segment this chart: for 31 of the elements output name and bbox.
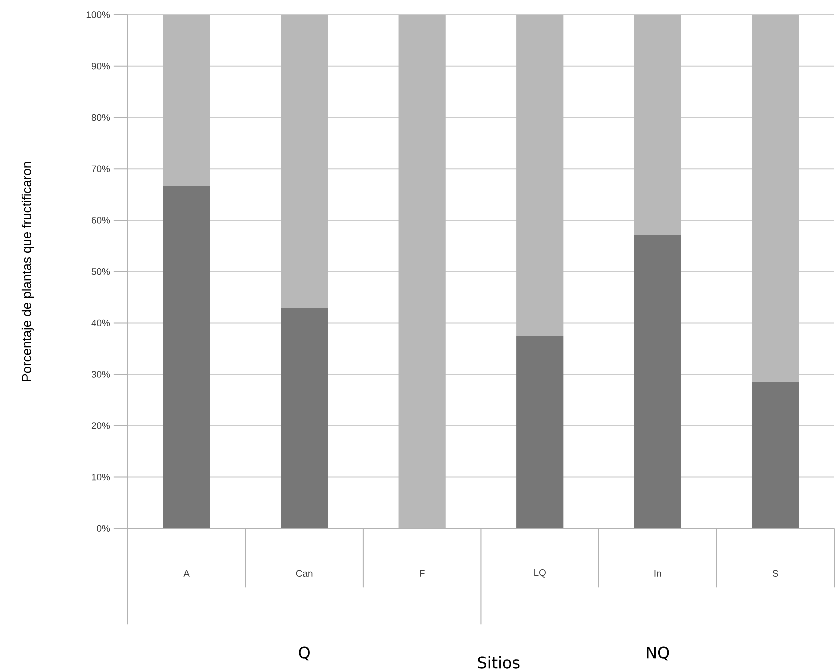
x-tick-label: In xyxy=(654,570,662,577)
x-tick-label: F xyxy=(420,570,425,577)
y-tick-label: 80% xyxy=(92,114,110,122)
bar xyxy=(634,14,682,236)
y-tick-label: 20% xyxy=(92,422,110,430)
y-tick-label: 60% xyxy=(92,217,110,224)
bar xyxy=(163,14,210,186)
x-tick-label: LQ xyxy=(534,569,546,578)
y-axis-title: Porcentaje de plantas que fructificaron xyxy=(22,162,34,382)
y-tick-label: 40% xyxy=(92,320,110,326)
x-tick-label: A xyxy=(184,570,190,577)
bar xyxy=(516,336,564,529)
y-tick-label: 70% xyxy=(92,166,110,172)
y-tick-label: 90% xyxy=(92,62,110,70)
bar xyxy=(752,382,800,529)
bar xyxy=(281,308,328,529)
bar xyxy=(752,14,800,382)
x-tick-label: Can xyxy=(296,570,313,577)
y-tick-label: 30% xyxy=(92,371,110,378)
x-tick-label: S xyxy=(772,570,778,577)
text: NQ xyxy=(647,646,670,661)
bar xyxy=(163,186,210,529)
y-tick-label: 0% xyxy=(97,525,110,532)
text: Q xyxy=(299,646,310,661)
bar xyxy=(281,14,328,308)
y-tick-label: 10% xyxy=(92,474,110,481)
bar xyxy=(516,14,564,336)
y-tick-label: 100% xyxy=(86,12,110,18)
y-tick-label: 50% xyxy=(92,268,110,276)
x-axis-title: Sitios xyxy=(478,656,520,669)
bar xyxy=(634,235,682,529)
